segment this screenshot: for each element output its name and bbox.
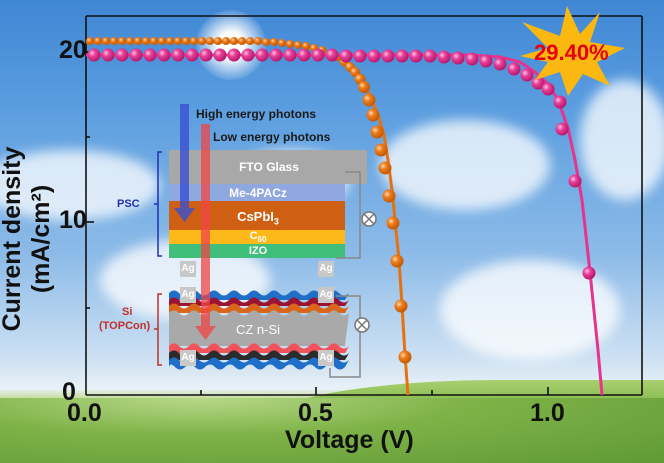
efficiency-label: 29.40% (534, 40, 609, 65)
y-axis-label: Current density (mA/cm²) (0, 146, 55, 332)
x-tick-0-0: 0.0 (67, 399, 102, 427)
high-energy-photons-label: High energy photons (196, 107, 316, 121)
x-tick-1-0: 1.0 (530, 399, 565, 427)
high-energy-photon-arrow (174, 104, 195, 222)
cloud (380, 120, 550, 210)
layer-c60: C60 (249, 230, 267, 245)
load-symbol-top (361, 211, 377, 227)
x-tick-0-5: 0.5 (298, 399, 333, 427)
device-stack-inset (154, 104, 377, 378)
ag-electrode: Ag (318, 350, 334, 366)
layer-cspbi3: CsPbI3 (237, 209, 279, 227)
y-tick-0: 0 (62, 378, 76, 406)
ag-electrode: Ag (180, 350, 196, 366)
cloud (580, 80, 664, 200)
layer-me-4pacz: Me-4PACz (229, 186, 287, 200)
layer-fto-glass: FTO Glass (239, 160, 299, 174)
ag-electrode: Ag (180, 261, 196, 277)
grass-field (0, 398, 664, 463)
topcon-label: (TOPCon) (99, 320, 151, 332)
y-tick-10: 10 (59, 206, 87, 234)
x-axis-label: Voltage (V) (285, 426, 414, 454)
ag-electrode: Ag (318, 261, 334, 277)
ag-electrode: Ag (180, 287, 196, 303)
low-energy-photon-arrow (195, 124, 216, 340)
series-pink-curve (86, 48, 604, 396)
cloud (0, 150, 160, 220)
psc-label: PSC (117, 198, 140, 210)
si-label: Si (122, 306, 133, 318)
layer-izo: IZO (248, 245, 268, 257)
layer-cz-n-si: CZ n-Si (235, 322, 281, 337)
y-tick-20: 20 (59, 36, 87, 64)
ag-electrode: Ag (318, 287, 334, 303)
plot-frame (85, 15, 643, 396)
efficiency-starburst (520, 6, 625, 96)
sun-glare (196, 10, 266, 80)
load-symbol-bottom (354, 317, 370, 333)
low-energy-photons-label: Low energy photons (213, 130, 331, 144)
